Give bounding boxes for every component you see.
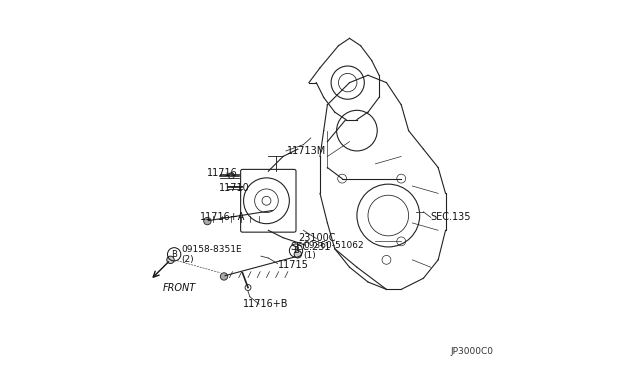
Text: 09360-51062
(1): 09360-51062 (1) bbox=[303, 241, 364, 260]
Text: 11713M: 11713M bbox=[287, 146, 326, 156]
Text: 11716: 11716 bbox=[207, 168, 238, 178]
Circle shape bbox=[220, 273, 228, 280]
Text: B: B bbox=[293, 246, 299, 255]
Text: B: B bbox=[172, 250, 177, 259]
Text: JP3000C0: JP3000C0 bbox=[451, 347, 493, 356]
Text: FRONT: FRONT bbox=[163, 283, 196, 292]
Text: SEC.231: SEC.231 bbox=[291, 242, 331, 252]
Text: 11716+B: 11716+B bbox=[243, 299, 288, 309]
Circle shape bbox=[204, 217, 211, 225]
Text: 11710: 11710 bbox=[218, 183, 249, 193]
Circle shape bbox=[294, 251, 301, 258]
Circle shape bbox=[167, 256, 174, 263]
Text: SEC.135: SEC.135 bbox=[431, 212, 471, 222]
Text: 11716+A: 11716+A bbox=[200, 212, 245, 222]
Text: 11715: 11715 bbox=[278, 260, 308, 270]
Text: 23100C: 23100C bbox=[298, 233, 335, 243]
Text: 09158-8351E
(2): 09158-8351E (2) bbox=[182, 245, 242, 264]
